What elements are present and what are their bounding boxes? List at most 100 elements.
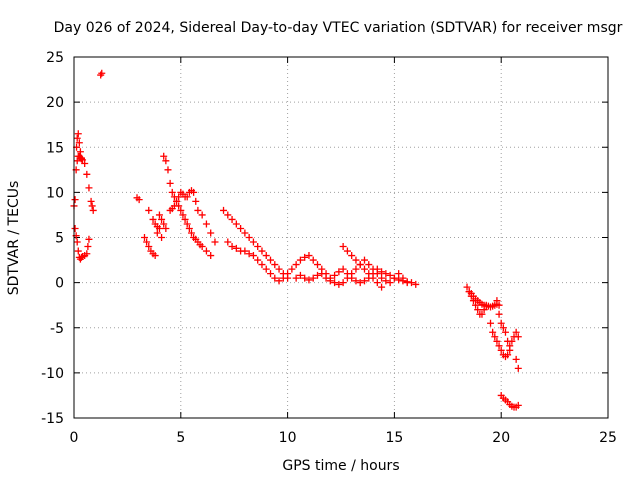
data-point [478,310,486,318]
data-point [305,276,313,284]
data-point [71,196,79,204]
y-tick-label: 15 [46,140,64,156]
data-point [158,215,166,223]
data-point [352,256,360,264]
data-point [493,337,501,345]
data-point [190,188,198,196]
ticks-layer: 0 5 10 15 20 25 -15 -10 -5 0 5 10 15 20 25 [41,50,617,446]
data-point [224,211,232,219]
data-point [497,346,505,354]
data-point [183,193,191,201]
data-point [211,238,219,246]
data-point [228,243,236,251]
data-point [145,243,153,251]
data-point [224,238,232,246]
data-point [463,283,471,291]
data-point [202,247,210,255]
data-point [83,250,91,258]
data-point [175,193,183,201]
data-point [267,270,275,278]
data-point [145,206,153,214]
data-point [160,220,168,228]
data-point [296,256,304,264]
data-point [322,274,330,282]
data-point [491,333,499,341]
data-point [474,306,482,314]
y-tick-label: -10 [41,366,64,382]
data-point [378,283,386,291]
data-point [73,134,81,142]
data-point [369,265,377,273]
data-point [365,261,373,269]
data-point [140,234,148,241]
data-point [162,157,170,165]
y-tick-label: -5 [50,321,64,337]
data-point [493,297,501,305]
data-point [81,159,89,167]
data-point [249,238,257,246]
data-point [198,211,206,219]
data-point [348,252,356,260]
data-point [360,256,368,264]
plot-frame [73,56,609,419]
data-point [403,279,411,287]
data-point [198,243,206,251]
data-point [166,179,174,187]
data-point [352,265,360,273]
data-point [228,215,236,223]
data-point [177,206,185,214]
data-point [504,351,512,359]
data-point [74,130,82,138]
data-point [514,401,522,409]
chart-title: Day 026 of 2024, Sidereal Day-to-day VTE… [54,20,623,36]
data-point [192,197,200,205]
data-point [185,224,193,232]
data-point [339,243,347,251]
data-point [158,234,166,241]
data-point [249,252,257,260]
data-point [296,271,304,279]
data-point [305,252,313,260]
data-point [326,277,334,285]
data-point [77,154,85,162]
data-point [262,252,270,260]
x-tick-label: 20 [492,430,510,446]
y-tick-label: 0 [55,276,64,292]
data-point [73,238,81,246]
y-axis-label: SDTVAR / TECUs [6,181,22,296]
data-point [309,274,317,282]
data-point [254,243,262,251]
data-point [378,274,386,282]
data-points [70,69,522,411]
data-point [301,253,309,261]
data-point [390,274,398,282]
data-point [284,270,292,278]
data-point [183,220,191,228]
x-tick-label: 25 [599,430,617,446]
data-point [155,211,163,219]
data-point [271,274,279,282]
x-tick-label: 0 [70,430,79,446]
data-point [335,280,343,288]
data-point [207,252,215,260]
data-point [386,279,394,287]
data-point [335,268,343,276]
data-point [98,69,106,77]
data-point [301,274,309,282]
data-point [153,229,161,237]
data-point [506,342,514,350]
data-point [373,270,381,278]
data-point [88,202,96,210]
data-point [237,224,245,232]
data-point [149,215,157,223]
data-point [135,196,143,204]
data-point [232,220,240,228]
data-point [71,224,79,232]
data-point [151,252,159,260]
x-axis-label: GPS time / hours [282,458,399,474]
x-tick-label: 10 [279,430,297,446]
data-point [395,270,403,278]
data-point [348,270,356,278]
data-point [489,328,497,336]
